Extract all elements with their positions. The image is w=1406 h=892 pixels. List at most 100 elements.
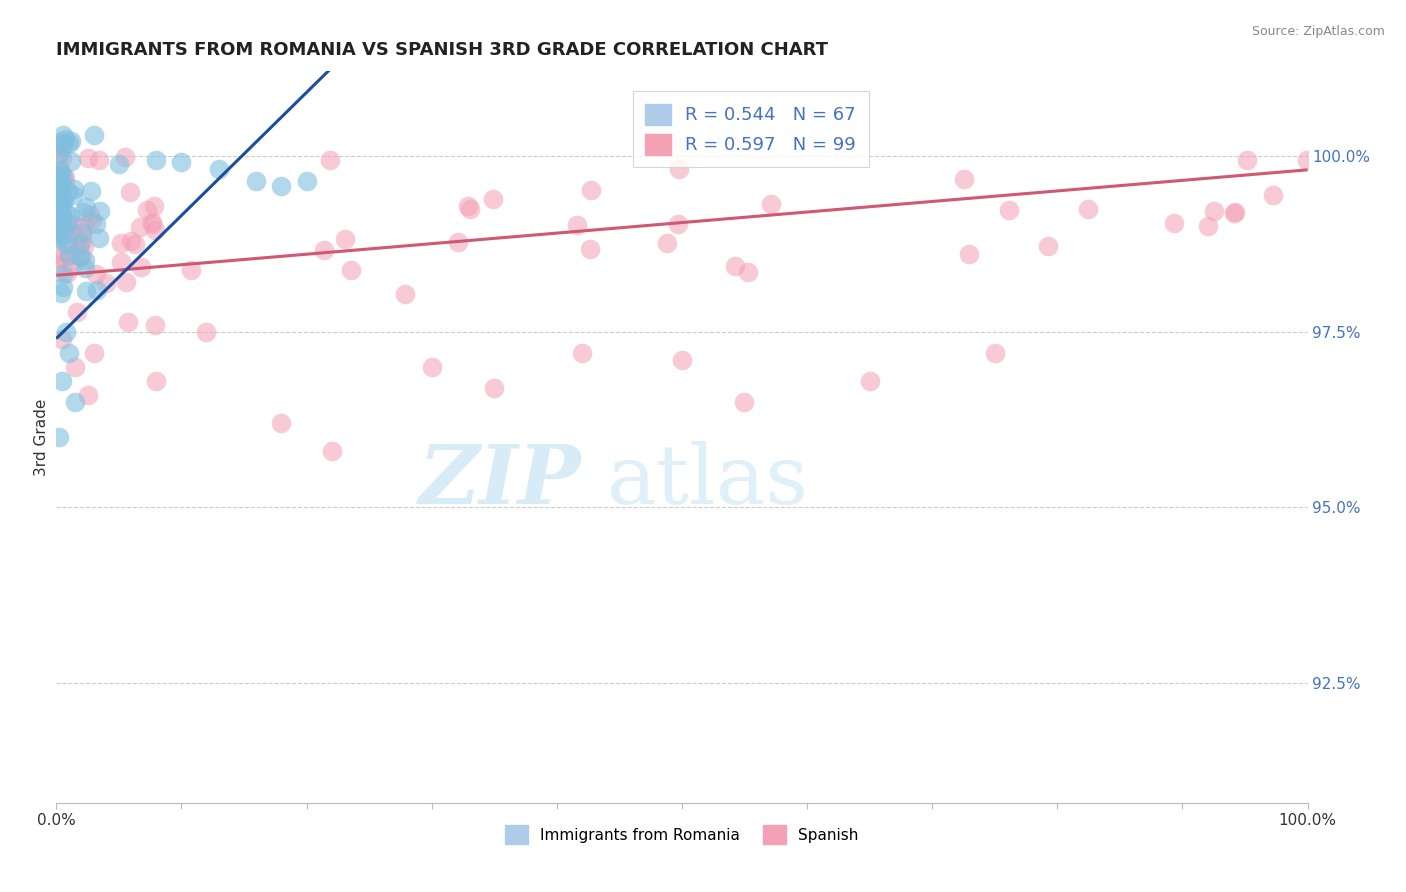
Point (58, 136, 80, 150)
Point (83, 128, 105, 142)
Point (957, 247, 980, 261)
Point (141, 215, 163, 229)
Point (58, 345, 80, 359)
Point (73, 261, 96, 276)
Point (48, 430, 70, 444)
Point (52, 128, 75, 142)
Point (245, 174, 267, 188)
Point (998, 202, 1021, 217)
Point (120, 234, 142, 248)
Point (84, 267, 107, 281)
Point (143, 318, 166, 332)
Point (53, 176, 76, 190)
Point (53, 193, 76, 207)
Point (51, 211, 73, 225)
Point (312, 244, 335, 258)
Point (56, 237, 79, 252)
Point (56, 266, 79, 280)
Point (59, 247, 82, 261)
Point (70, 249, 93, 263)
Point (170, 154, 193, 169)
Text: ZIP: ZIP (419, 441, 582, 521)
Point (58, 248, 80, 262)
Point (115, 276, 138, 290)
Point (59, 209, 82, 223)
Point (143, 199, 166, 213)
Point (141, 217, 163, 231)
Point (63, 219, 86, 233)
Point (394, 286, 416, 301)
Point (51, 194, 73, 209)
Text: atlas: atlas (607, 441, 808, 521)
Point (1223, 206, 1246, 220)
Point (55, 325, 77, 339)
Point (49, 285, 72, 300)
Point (70, 227, 93, 242)
Point (295, 174, 318, 188)
Point (340, 263, 363, 277)
Point (671, 352, 693, 367)
Point (952, 172, 974, 186)
Point (63, 182, 86, 196)
Point (108, 157, 131, 171)
Point (65, 238, 87, 252)
Point (117, 315, 139, 329)
Point (46, 185, 69, 199)
Point (46, 220, 69, 235)
Point (52, 169, 75, 183)
Point (73, 252, 96, 267)
Point (52, 249, 75, 263)
Point (180, 263, 202, 277)
Point (49, 203, 72, 218)
Point (48, 212, 70, 227)
Point (53, 170, 76, 185)
Point (447, 235, 470, 249)
Point (63, 395, 86, 409)
Point (333, 232, 356, 246)
Point (737, 265, 759, 279)
Point (318, 153, 340, 168)
Point (52, 221, 75, 235)
Point (110, 255, 132, 269)
Point (60, 134, 83, 148)
Point (571, 345, 593, 359)
Point (129, 260, 152, 274)
Point (48, 148, 70, 162)
Text: Source: ZipAtlas.com: Source: ZipAtlas.com (1251, 25, 1385, 38)
Point (143, 223, 166, 237)
Point (46, 218, 69, 232)
Point (1197, 219, 1219, 233)
Point (51, 151, 73, 165)
Point (73, 239, 96, 253)
Point (62, 227, 84, 241)
Point (70, 235, 93, 250)
Point (458, 202, 481, 216)
Point (49, 195, 72, 210)
Point (118, 186, 141, 200)
Point (84, 217, 107, 231)
Point (86, 283, 108, 297)
Point (48, 205, 70, 219)
Point (49, 175, 72, 189)
Point (984, 345, 1007, 359)
Point (56, 185, 79, 199)
Text: IMMIGRANTS FROM ROMANIA VS SPANISH 3RD GRADE CORRELATION CHART: IMMIGRANTS FROM ROMANIA VS SPANISH 3RD G… (56, 41, 828, 59)
Point (420, 359, 443, 374)
Point (76, 388, 98, 402)
Point (482, 192, 505, 206)
Point (46, 227, 69, 242)
Point (75, 285, 97, 299)
Point (56, 217, 79, 231)
Point (49, 169, 72, 184)
Point (1261, 188, 1284, 202)
Point (69, 236, 91, 251)
Point (567, 218, 589, 232)
Point (76, 151, 98, 165)
Point (270, 179, 292, 194)
Point (1036, 239, 1059, 253)
Point (58, 216, 80, 230)
Point (46, 186, 69, 200)
Point (51, 374, 73, 388)
Point (208, 162, 231, 177)
Point (761, 197, 783, 211)
